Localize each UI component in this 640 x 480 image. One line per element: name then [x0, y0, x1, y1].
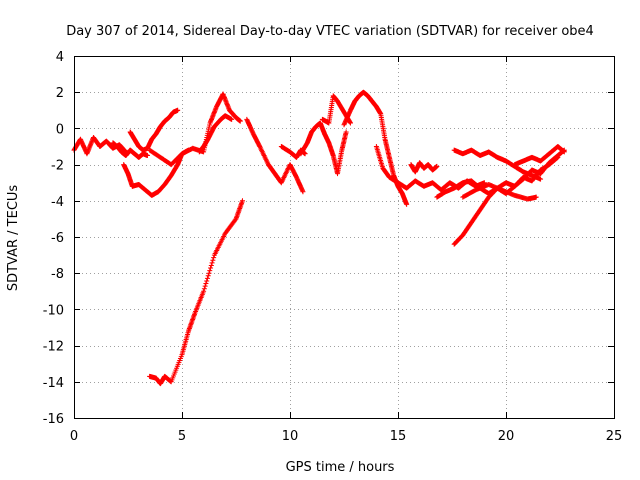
y-tick-label: -8 [51, 267, 64, 282]
x-tick-label: 20 [498, 429, 515, 444]
series-arc8 [244, 116, 306, 195]
series-arc1 [71, 134, 129, 157]
data-point [207, 268, 213, 274]
chart-title: Day 307 of 2014, Sidereal Day-to-day VTE… [66, 24, 594, 39]
series-arc5 [147, 91, 243, 168]
data-point [201, 286, 207, 292]
series-arc19 [512, 144, 567, 168]
data-point [202, 283, 208, 289]
data-point [203, 281, 209, 287]
y-tick-label: 0 [56, 122, 64, 137]
series-arc10 [298, 120, 349, 177]
data-point [209, 260, 215, 266]
data-point [434, 163, 440, 169]
data-point [208, 265, 214, 271]
x-tick-label: 15 [390, 429, 407, 444]
data-point [204, 278, 210, 284]
series-arc6 [147, 198, 245, 387]
data-point [343, 129, 349, 135]
x-tick-label: 5 [178, 429, 186, 444]
y-tick-label: -10 [43, 303, 64, 318]
x-axis-label: GPS time / hours [286, 460, 395, 475]
data-point [204, 275, 210, 281]
data-point [404, 201, 410, 207]
y-tick-label: -16 [43, 412, 64, 427]
series-arc14 [408, 160, 440, 175]
series-arc7 [196, 113, 235, 155]
y-tick-label: -6 [51, 231, 64, 246]
data-point [206, 270, 212, 276]
y-tick-label: -2 [51, 159, 64, 174]
series-arc13 [373, 144, 487, 193]
data-point [538, 176, 544, 182]
y-axis-label: SDTVAR / TECUs [6, 185, 21, 292]
data-point [201, 288, 207, 294]
data-point [208, 262, 214, 268]
data-point [175, 107, 181, 113]
x-tick-label: 0 [70, 429, 78, 444]
series-arc18 [460, 182, 539, 202]
ticks [74, 56, 615, 419]
series-arc3 [127, 107, 181, 153]
x-tick-label: 10 [282, 429, 299, 444]
data-point [205, 273, 211, 279]
data-marks [71, 89, 567, 387]
x-tick-label: 25 [606, 429, 623, 444]
y-tick-label: 4 [56, 50, 64, 65]
data-point [561, 149, 567, 155]
y-tick-labels: -16 -14 -12 -10 -8 -6 -4 -2 0 2 4 [43, 50, 64, 427]
data-point [211, 255, 217, 261]
series-arc17 [451, 147, 567, 247]
y-tick-label: -14 [43, 376, 64, 391]
data-point [347, 120, 353, 126]
series-arc2 [110, 140, 150, 160]
y-tick-label: 2 [56, 86, 64, 101]
series-arc16 [451, 147, 544, 182]
data-point [237, 118, 243, 124]
data-point [533, 194, 539, 200]
data-point [210, 257, 216, 263]
y-tick-label: -12 [43, 340, 64, 355]
x-tick-labels: 0 5 10 15 20 25 [70, 429, 622, 444]
data-point [239, 198, 245, 204]
y-tick-label: -4 [51, 195, 64, 210]
data-point [144, 153, 150, 159]
data-point [302, 151, 308, 157]
data-point [229, 116, 235, 122]
data-point [300, 189, 306, 195]
grid [74, 56, 614, 418]
